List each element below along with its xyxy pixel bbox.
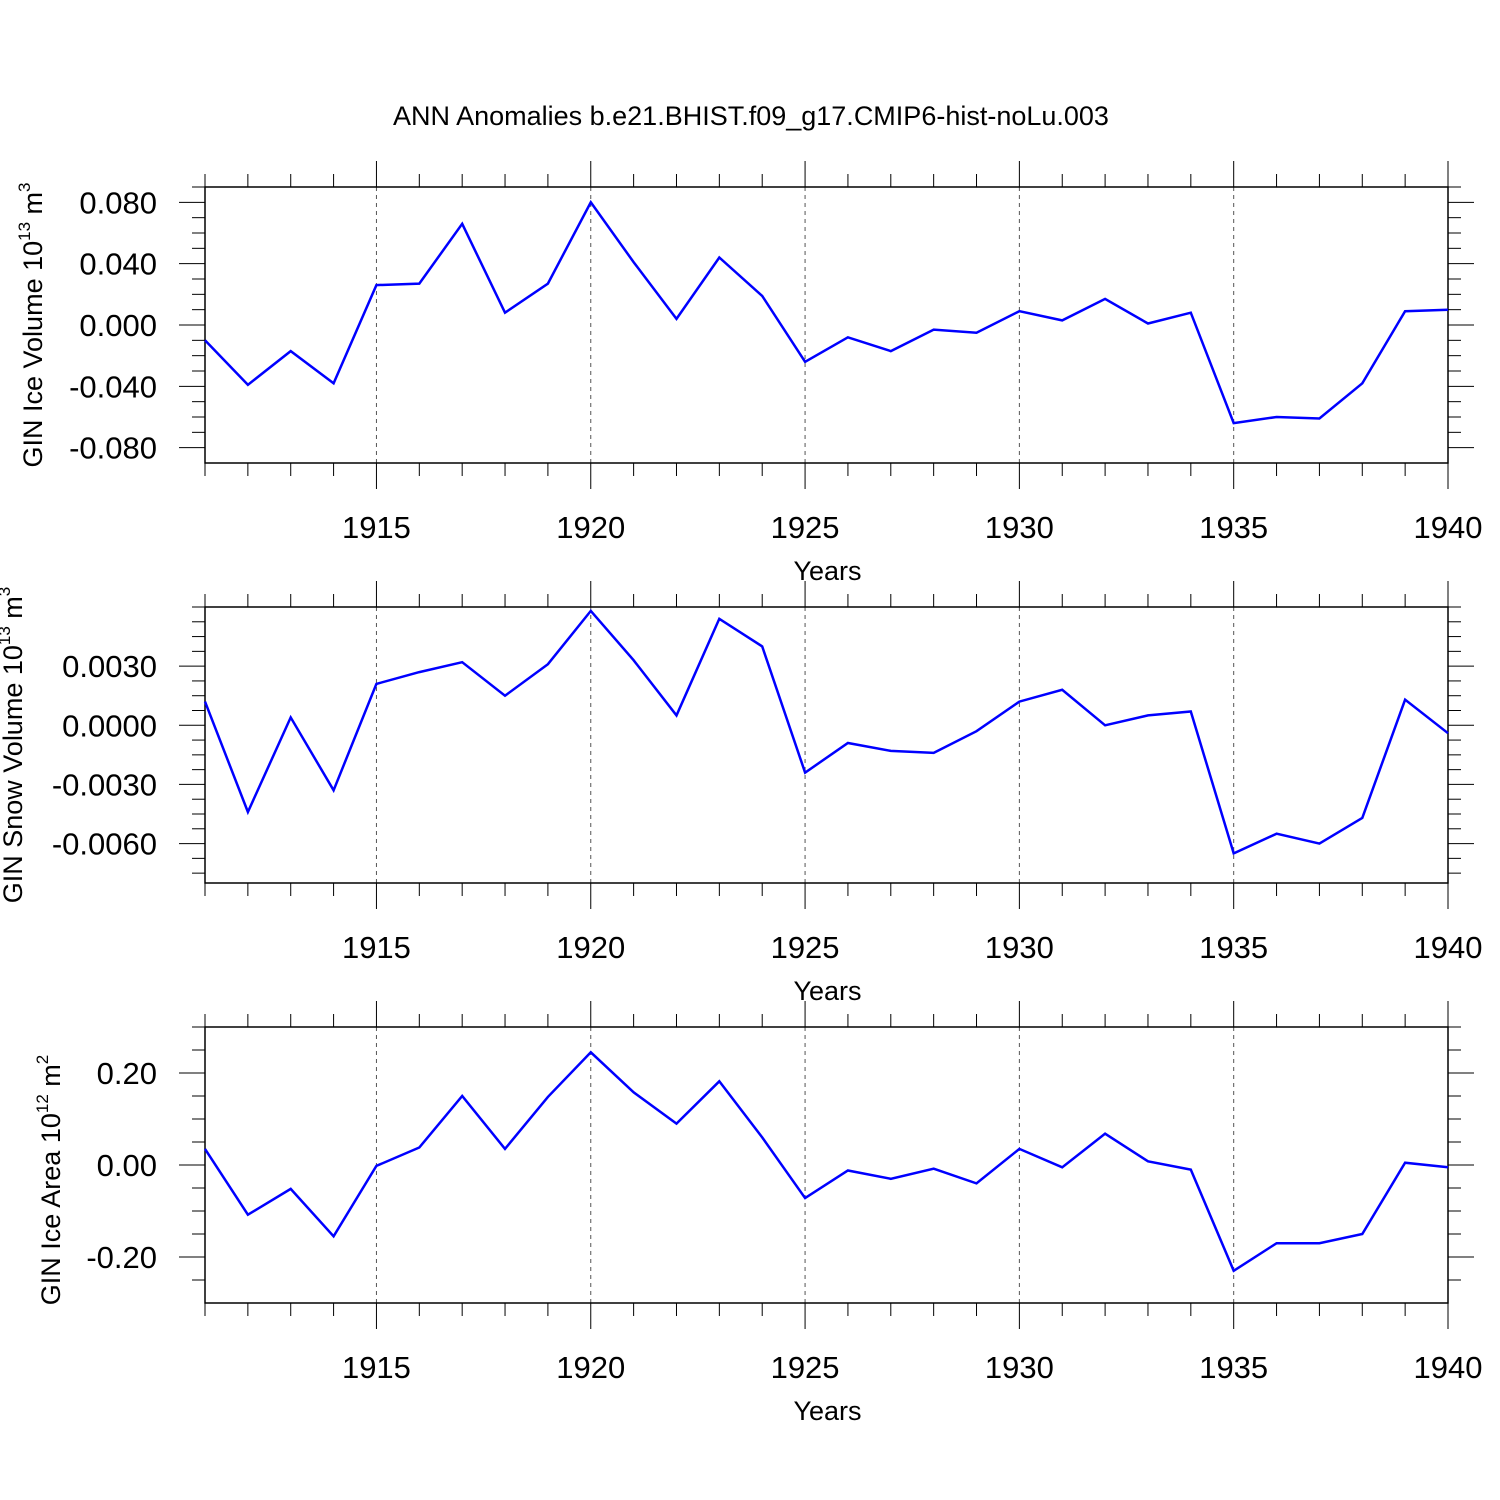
x-axis-label: Years — [793, 556, 861, 586]
x-tick-label: 1915 — [342, 1350, 411, 1385]
y-tick-label: 0.0000 — [62, 708, 157, 743]
x-tick-label: 1935 — [1199, 510, 1268, 545]
y-axis-label: GIN Snow Volume 1013 m3 — [0, 587, 28, 904]
x-tick-label: 1925 — [771, 1350, 840, 1385]
x-tick-label: 1940 — [1414, 1350, 1483, 1385]
x-tick-label: 1940 — [1414, 930, 1483, 965]
x-tick-label: 1925 — [771, 930, 840, 965]
y-tick-label: 0.0030 — [62, 649, 157, 684]
panel-ice-area: 1915 1920 1925 1930 1935 1940 0.20 0.00 -0.20 Yea… — [33, 1001, 1482, 1426]
y-tick-label: 0.040 — [79, 247, 157, 282]
y-tick-label: -0.040 — [69, 369, 157, 404]
x-tick-label: 1915 — [342, 510, 411, 545]
x-tick-label: 1940 — [1414, 510, 1483, 545]
x-axis-label: Years — [793, 1396, 861, 1426]
y-tick-label: -0.080 — [69, 431, 157, 466]
y-tick-label: -0.0030 — [52, 767, 157, 802]
x-axis-label: Years — [793, 976, 861, 1006]
series-line-snow-volume — [203, 608, 1449, 856]
x-tick-label: 1935 — [1199, 1350, 1268, 1385]
x-tick-label: 1930 — [985, 1350, 1054, 1385]
y-tick-label: 0.080 — [79, 185, 157, 220]
x-tick-label: 1915 — [342, 930, 411, 965]
x-tick-label: 1920 — [556, 510, 625, 545]
x-tick-label: 1920 — [556, 930, 625, 965]
y-tick-label: 0.000 — [79, 308, 157, 343]
panels: 1915 1920 1925 1930 1935 1940 0.080 0.040 0.000 -… — [0, 161, 1482, 1426]
y-axis-label: GIN Ice Area 1012 m2 — [33, 1055, 66, 1306]
panel-ice-volume: 1915 1920 1925 1930 1935 1940 0.080 0.040 0.000 -… — [15, 161, 1482, 586]
x-tick-label: 1925 — [771, 510, 840, 545]
x-tick-label: 1935 — [1199, 930, 1268, 965]
panel-snow-volume: 1915 1920 1925 1930 1935 1940 0.0030 0.0000 -0.0… — [0, 581, 1482, 1006]
x-tick-label: 1930 — [985, 510, 1054, 545]
series-line-ice-area — [203, 1050, 1449, 1273]
y-tick-label: -0.20 — [86, 1240, 157, 1275]
y-tick-label: 0.00 — [97, 1148, 157, 1183]
plot-frame — [204, 606, 1449, 884]
y-axis-label: GIN Ice Volume 1013 m3 — [15, 182, 48, 467]
figure-title: ANN Anomalies b.e21.BHIST.f09_g17.CMIP6-… — [393, 101, 1109, 131]
plot-frame — [204, 1026, 1449, 1304]
x-tick-label: 1920 — [556, 1350, 625, 1385]
x-tick-label: 1930 — [985, 930, 1054, 965]
series-line-ice-volume — [204, 199, 1449, 425]
y-tick-label: 0.20 — [97, 1056, 157, 1091]
y-tick-label: -0.0060 — [52, 827, 157, 862]
plot-frame — [204, 186, 1449, 464]
